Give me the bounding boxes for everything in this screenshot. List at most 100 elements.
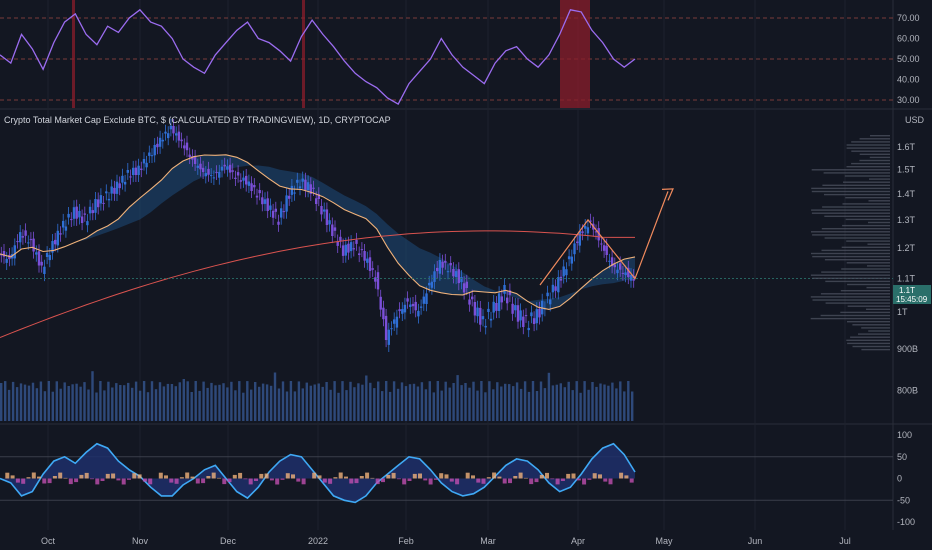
candle-body — [274, 208, 277, 212]
candle-body — [610, 257, 614, 267]
candle-body — [624, 272, 627, 276]
x-tick-label: Mar — [480, 536, 496, 546]
volume-bar — [142, 381, 146, 421]
osc-histogram-bar — [412, 473, 417, 479]
volume-profile-bar — [811, 169, 890, 171]
candle-body — [16, 241, 19, 243]
osc-histogram-bar — [63, 477, 68, 479]
volume-profile-bar — [844, 175, 890, 177]
candle-body — [236, 172, 240, 176]
volume-bar — [107, 381, 110, 421]
price-axis: 1.6T 1.5T 1.4T 1.3T 1.2T 1.1T 1T 900B 800B — [897, 142, 918, 395]
volume-bar — [134, 381, 138, 421]
candle-body — [438, 260, 442, 274]
volume-profile-bar — [812, 277, 890, 279]
candle-body — [398, 309, 401, 312]
volume-profile-bar — [821, 271, 890, 273]
candle-body — [516, 305, 520, 322]
volume-profile-bar — [852, 324, 890, 326]
osc-histogram-bar — [433, 478, 438, 480]
candle-body — [395, 316, 399, 328]
volume-profile-bar — [861, 327, 890, 329]
rsi-tick-label: 60.00 — [897, 34, 920, 44]
volume-profile-bar — [868, 330, 890, 332]
volume-bar — [504, 383, 507, 421]
candle-body — [204, 173, 207, 177]
candle-body — [110, 186, 113, 194]
volume-profile-bar — [846, 147, 890, 149]
osc-tick-label: 0 — [897, 474, 902, 484]
volume-bar — [91, 371, 94, 421]
candle-body — [433, 271, 436, 282]
osc-histogram-bar — [280, 478, 285, 480]
candle-body — [366, 258, 369, 263]
volume-bar — [508, 384, 511, 421]
candle-body — [419, 306, 423, 308]
candle-body — [24, 230, 27, 236]
volume-bar — [420, 382, 424, 421]
candle-body — [446, 271, 450, 273]
candle-body — [13, 245, 16, 259]
osc-histogram-bar — [248, 478, 253, 485]
osc-histogram-bar — [84, 472, 89, 479]
candle-body — [538, 308, 541, 318]
osc-histogram-bar — [179, 477, 184, 479]
candle-body — [336, 241, 339, 246]
rsi-axis: 70.00 60.00 50.00 40.00 30.00 — [897, 13, 920, 105]
candle-body — [473, 302, 477, 316]
osc-histogram-bar — [264, 473, 269, 479]
volume-profile-bar — [842, 203, 890, 205]
candle-body — [347, 243, 350, 253]
osc-histogram-bar — [402, 478, 407, 485]
osc-histogram-bar — [333, 477, 338, 479]
candle-body — [371, 268, 374, 270]
candle-body — [317, 194, 320, 199]
osc-histogram-bar — [164, 475, 168, 479]
volume-bar — [63, 382, 66, 421]
candle-body — [584, 226, 587, 229]
osc-histogram-bar — [275, 478, 280, 485]
osc-histogram-bar — [201, 478, 206, 484]
candle-body — [514, 305, 517, 311]
volume-bar — [313, 384, 316, 421]
volume-bar — [567, 381, 570, 421]
candle-body — [570, 256, 573, 264]
candle-body — [565, 269, 568, 276]
volume-profile-bar — [811, 209, 890, 211]
osc-histogram-bar — [90, 478, 94, 480]
volume-profile-bar — [841, 268, 890, 270]
volume-bar — [210, 382, 213, 421]
candle-body — [616, 269, 619, 274]
candle-body — [586, 227, 590, 234]
candle-body — [220, 166, 224, 171]
volume-profile-bar — [822, 206, 890, 208]
osc-histogram-bar — [592, 473, 597, 479]
volume-bar — [222, 383, 225, 421]
candle-body — [358, 253, 361, 255]
volume-bar — [500, 386, 503, 421]
price-tick-label: 1.3T — [897, 215, 916, 225]
currency-label[interactable]: USD — [905, 115, 925, 125]
candle-body — [597, 228, 600, 241]
candle-body — [196, 165, 199, 168]
candle-body — [503, 285, 506, 294]
volume-bar — [492, 389, 495, 421]
volume-bar — [15, 387, 19, 421]
osc-histogram-bar — [344, 476, 348, 479]
osc-histogram-bar — [624, 475, 629, 479]
volume-profile-bar — [846, 240, 890, 242]
volume-bar — [119, 385, 122, 421]
candle-body — [242, 177, 245, 181]
volume-bar — [515, 382, 519, 421]
candle-body — [282, 211, 286, 213]
candle-body — [602, 245, 606, 251]
candle-body — [530, 312, 533, 317]
candle-body — [118, 183, 121, 189]
volume-bar — [369, 382, 372, 421]
candle-body — [417, 310, 420, 317]
osc-histogram-bar — [132, 473, 137, 479]
volume-bar — [99, 381, 102, 421]
volume-bar — [289, 381, 293, 421]
volume-bar — [377, 381, 380, 421]
volume-bar — [261, 383, 265, 421]
